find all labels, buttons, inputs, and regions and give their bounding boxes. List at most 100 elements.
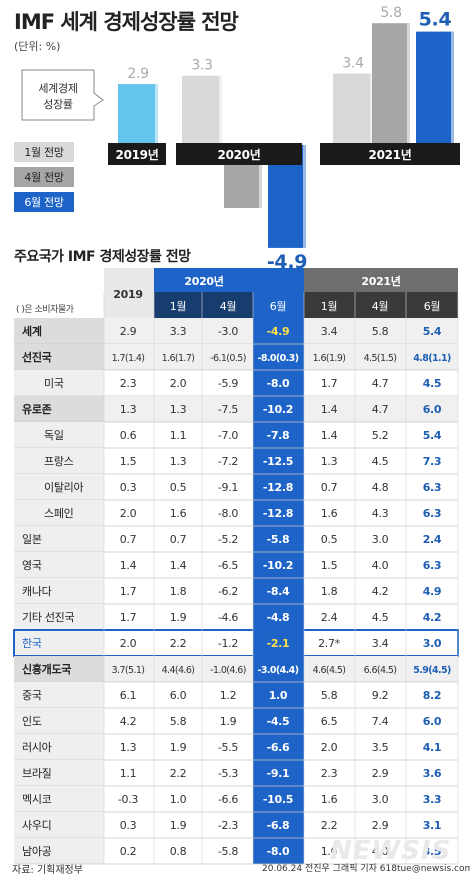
cell-value: 5.8	[321, 689, 338, 702]
row-label: 세계	[22, 324, 42, 338]
cell-value: 3.3	[423, 793, 442, 806]
cell-value: 4.5	[372, 455, 389, 468]
cell-value: 2.0	[120, 507, 137, 520]
cell-value: 2.0	[170, 377, 187, 390]
cell-value: 6.0	[170, 689, 187, 702]
row-label: 브라질	[22, 767, 52, 780]
row-label-bg	[14, 448, 104, 474]
cell-value: 4.8(1.1)	[413, 353, 451, 364]
cell-value: 3.3	[170, 325, 187, 338]
hdr-month-bg	[304, 292, 458, 318]
cell-value: 8.2	[423, 689, 442, 702]
bar-edge	[219, 75, 222, 145]
cell-value: -5.9	[218, 377, 239, 390]
cell-value: 2.2	[321, 819, 338, 832]
cell-value: 2.9	[372, 767, 389, 780]
cell-value: -2.3	[218, 819, 239, 832]
bar-label: -4.9	[267, 251, 307, 273]
row-label: 프랑스	[44, 455, 74, 468]
bar	[416, 31, 454, 146]
cell-value: 2.3	[321, 767, 338, 780]
cell-value: 1.0	[170, 793, 187, 806]
cell-value: 0.6	[120, 429, 137, 442]
cell-value: -2.1	[267, 637, 290, 650]
legend-label: 1월 전망	[24, 146, 64, 159]
legend-label: 6월 전망	[24, 196, 64, 209]
cell-value: -6.1(0.5)	[210, 353, 246, 364]
row-label: 이탈리아	[44, 481, 83, 494]
cell-value: 1.3	[170, 455, 187, 468]
cell-value: 2.7*	[318, 637, 341, 650]
row-label-bg	[14, 734, 104, 760]
cell-value: 3.0	[372, 793, 389, 806]
row-label: 한국	[22, 637, 42, 650]
row-label: 멕시코	[22, 793, 52, 806]
year-label: 2021년	[369, 148, 412, 162]
month-header: 4월	[220, 300, 237, 313]
cell-value: 7.3	[423, 455, 442, 468]
cell-value: -6.2	[218, 585, 238, 598]
cell-value: 0.8	[170, 845, 187, 858]
cell-value: 4.8	[372, 481, 389, 494]
cell-value: 1.4	[170, 559, 187, 572]
month-header: 6월	[424, 300, 441, 313]
cell-value: 1.9	[170, 741, 187, 754]
cell-value: -7.8	[267, 429, 290, 442]
row-label-bg	[14, 370, 104, 396]
cell-value: 6.6(4.5)	[364, 665, 397, 676]
cell-value: 1.6	[170, 507, 187, 520]
bar-label: 5.8	[380, 5, 401, 21]
cell-value: 4.9	[423, 585, 442, 598]
row-bg	[304, 318, 458, 344]
cell-value: 4.5	[423, 377, 442, 390]
bar-label: 5.4	[419, 9, 452, 31]
cell-value: 6.5	[321, 715, 338, 728]
credit-label: 20.06.24 전진우 그래픽 기자 618tue@newsis.com	[262, 864, 470, 874]
cell-value: 5.8	[170, 715, 187, 728]
row-bg	[104, 344, 253, 370]
cell-value: 1.9	[170, 819, 187, 832]
cell-value: 4.2	[423, 611, 442, 624]
cell-value: 6.3	[423, 481, 442, 494]
cell-value: 1.7	[321, 377, 338, 390]
cell-value: 0.7	[170, 533, 187, 546]
cell-value: 2.9	[120, 325, 137, 338]
cell-value: -5.3	[218, 767, 239, 780]
row-label: 사우디	[22, 819, 51, 832]
cell-value: -3.0	[218, 325, 239, 338]
cell-value: 3.4	[321, 325, 338, 338]
cell-value: -6.5	[218, 559, 239, 572]
month-header: 1월	[321, 300, 338, 313]
cell-value: -4.6	[218, 611, 239, 624]
row-bg	[104, 656, 253, 682]
source-label: 자료: 기획재정부	[12, 865, 83, 876]
row-label-bg	[14, 526, 104, 552]
cell-value: 5.2	[372, 429, 389, 442]
month-header: 1월	[170, 300, 187, 313]
cell-value: 4.0	[372, 845, 389, 858]
cell-value: -5.5	[218, 741, 239, 754]
cell-value: -5.8	[267, 533, 290, 546]
cell-value: 3.0	[423, 637, 442, 650]
row-label: 기타 선진국	[22, 611, 74, 624]
cell-value: 1.7(1.4)	[112, 353, 145, 364]
watermark: NEWSIS	[330, 836, 452, 866]
cell-value: -10.5	[263, 793, 293, 806]
row-label: 남아공	[22, 845, 52, 858]
row-label: 영국	[22, 559, 42, 572]
legend-label: 4월 전망	[24, 171, 64, 184]
cell-value: 1.3	[170, 403, 187, 416]
cell-value: 6.3	[423, 559, 442, 572]
cell-value: -7.2	[218, 455, 238, 468]
cell-value: -10.2	[263, 403, 293, 416]
row-label-bg	[14, 422, 104, 448]
cell-value: 1.4	[120, 559, 137, 572]
row-bg	[104, 318, 253, 344]
row-label: 유로존	[22, 403, 52, 416]
cell-value: 4.2	[120, 715, 137, 728]
table-note: ( )은 소비자물가	[16, 305, 74, 315]
cell-value: 4.6(4.5)	[313, 665, 346, 676]
cell-value: -4.5	[267, 715, 290, 728]
row-label-bg	[14, 760, 104, 786]
year-header	[320, 143, 460, 165]
